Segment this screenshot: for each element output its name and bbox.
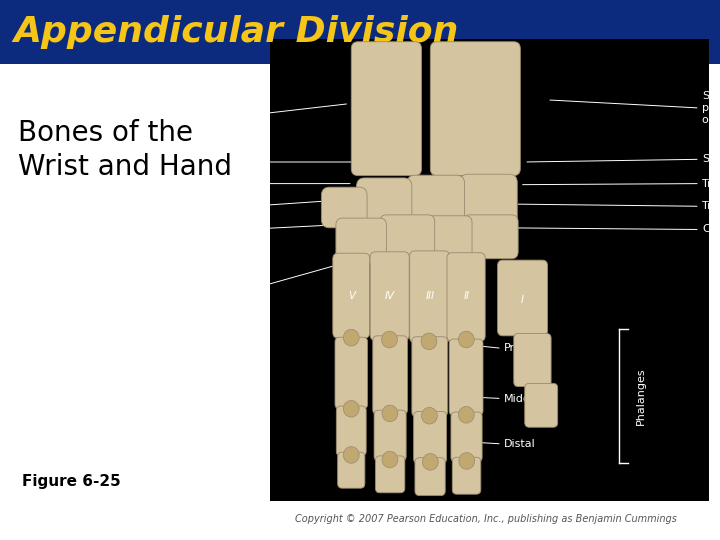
Text: Trapezium: Trapezium [702,179,720,188]
Circle shape [382,451,398,468]
FancyBboxPatch shape [321,187,367,228]
Text: Capitate: Capitate [702,225,720,234]
Text: Phalanges: Phalanges [636,368,646,425]
Text: Lunate: Lunate [225,157,263,167]
Text: Hamate: Hamate [219,224,263,233]
Text: Copyright © 2007 Pearson Education, Inc., publishing as Benjamin Cummings: Copyright © 2007 Pearson Education, Inc.… [295,515,677,524]
FancyBboxPatch shape [463,215,518,259]
FancyBboxPatch shape [336,406,366,456]
Circle shape [459,331,474,348]
FancyBboxPatch shape [336,218,387,264]
FancyBboxPatch shape [498,260,548,336]
FancyBboxPatch shape [380,215,435,261]
Circle shape [382,405,398,422]
Circle shape [343,401,359,417]
Text: III: III [426,291,434,301]
Text: Middle: Middle [504,394,541,403]
Text: I: I [521,295,524,305]
Circle shape [421,407,437,424]
FancyBboxPatch shape [333,253,369,338]
FancyBboxPatch shape [335,337,367,409]
FancyBboxPatch shape [514,334,551,387]
Text: V: V [348,291,355,301]
Circle shape [382,331,397,348]
FancyBboxPatch shape [410,251,449,343]
FancyBboxPatch shape [356,178,412,223]
FancyBboxPatch shape [413,411,446,463]
Text: Trapezoid: Trapezoid [702,201,720,211]
Text: Proximal: Proximal [504,343,552,353]
Text: Distal: Distal [504,439,536,449]
Circle shape [459,407,474,423]
Text: Pisiform: Pisiform [218,200,263,210]
FancyBboxPatch shape [431,42,521,176]
FancyBboxPatch shape [525,383,558,427]
Circle shape [343,329,359,346]
Circle shape [459,453,474,469]
FancyBboxPatch shape [426,216,472,260]
Text: Metacarpals: Metacarpals [187,282,256,292]
Text: Figure 6-25: Figure 6-25 [22,474,120,489]
FancyBboxPatch shape [412,337,447,417]
Circle shape [343,447,359,463]
Text: Scaphoid: Scaphoid [702,154,720,164]
FancyBboxPatch shape [370,252,409,340]
Bar [0,0,720,64]
FancyBboxPatch shape [375,456,405,493]
Text: Styloid
process
of radius: Styloid process of radius [702,91,720,125]
Circle shape [423,454,438,470]
FancyBboxPatch shape [415,458,445,496]
Text: Appendicular Division: Appendicular Division [13,15,459,49]
FancyBboxPatch shape [449,339,483,415]
Text: Bones of the
Wrist and Hand: Bones of the Wrist and Hand [18,119,232,181]
Text: Triquetrum: Triquetrum [202,179,263,188]
FancyBboxPatch shape [374,410,406,461]
FancyBboxPatch shape [338,452,365,488]
Text: IV: IV [384,291,395,301]
Text: II: II [464,291,469,301]
Text: Styloid
process
of ulna: Styloid process of ulna [220,97,263,130]
FancyBboxPatch shape [452,457,481,494]
FancyBboxPatch shape [407,175,464,223]
Circle shape [421,333,437,350]
FancyBboxPatch shape [447,253,485,341]
FancyBboxPatch shape [451,412,482,462]
FancyBboxPatch shape [460,174,517,226]
FancyBboxPatch shape [373,336,408,414]
FancyBboxPatch shape [351,42,421,176]
Bar [270,39,709,501]
